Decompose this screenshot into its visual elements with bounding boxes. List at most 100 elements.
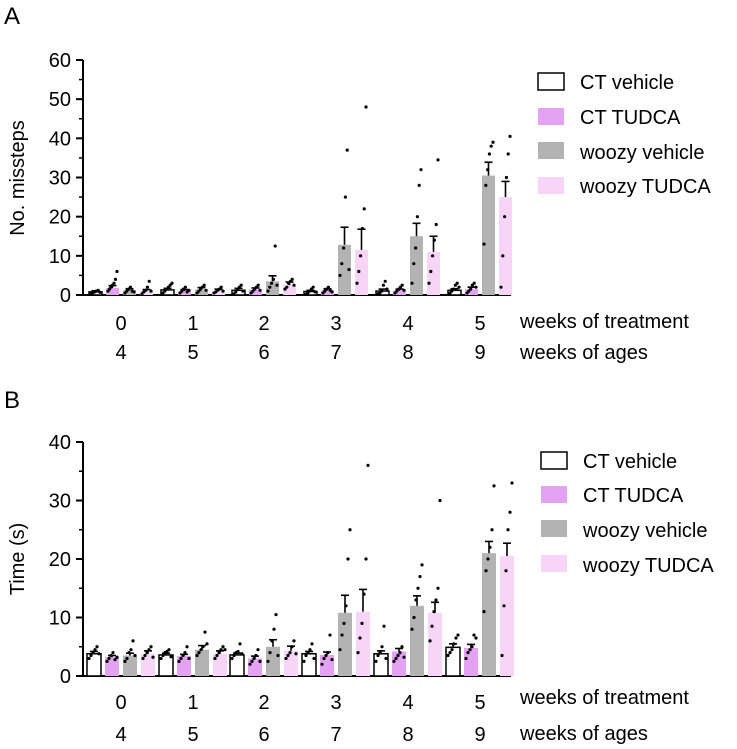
bar-woozy-tudca <box>284 650 298 676</box>
data-point-woozy-tudca <box>290 277 294 281</box>
x-secondary-tick-label: 7 <box>330 724 341 746</box>
data-point-ct-tudca <box>320 662 324 666</box>
data-point-ct-vehicle <box>93 648 97 652</box>
data-point-ct-tudca <box>258 288 262 292</box>
data-point-ct-tudca <box>469 287 473 291</box>
panel-b-label: B <box>4 387 20 414</box>
data-point-ct-vehicle <box>382 624 386 628</box>
y-tick-label: 0 <box>60 666 71 688</box>
legend-label-woozy-tudca: woozy TUDCA <box>579 176 711 198</box>
data-point-woozy-vehicle <box>205 642 209 646</box>
data-point-woozy-tudca <box>290 645 294 649</box>
x-secondary-tick-label: 5 <box>187 342 198 364</box>
data-point-ct-tudca <box>187 288 191 292</box>
x-tick-label: 5 <box>474 692 485 714</box>
bar-woozy-vehicle <box>482 175 495 295</box>
data-point-ct-tudca <box>326 651 330 655</box>
data-point-woozy-vehicle <box>489 144 493 148</box>
x-tick-label: 0 <box>115 313 126 335</box>
bar-woozy-tudca <box>427 251 440 295</box>
x-tick-label: 5 <box>474 313 485 335</box>
data-point-woozy-tudca <box>432 238 436 242</box>
data-point-woozy-vehicle <box>340 262 344 266</box>
data-point-woozy-vehicle <box>410 281 414 285</box>
data-point-woozy-vehicle <box>338 273 342 278</box>
bar-woozy-tudca <box>141 653 155 676</box>
data-point-woozy-vehicle <box>488 545 492 549</box>
data-point-ct-tudca <box>113 277 118 281</box>
data-point-ct-tudca <box>402 655 406 659</box>
data-point-woozy-tudca <box>223 648 227 652</box>
data-point-ct-vehicle <box>454 636 458 640</box>
data-point-woozy-vehicle <box>419 168 423 172</box>
data-point-ct-tudca <box>464 656 468 661</box>
data-point-woozy-tudca <box>144 288 148 292</box>
data-point-woozy-vehicle <box>272 627 276 631</box>
legend-swatch-woozy-vehicle <box>541 520 567 537</box>
data-point-woozy-vehicle <box>195 653 199 658</box>
data-point-ct-vehicle <box>232 653 236 658</box>
data-point-woozy-tudca <box>145 285 149 289</box>
data-point-woozy-vehicle <box>412 262 416 266</box>
data-point-woozy-tudca <box>438 498 442 503</box>
data-point-ct-vehicle <box>306 651 310 655</box>
data-point-woozy-vehicle <box>199 648 203 652</box>
bar-woozy-vehicle <box>123 290 136 295</box>
data-point-woozy-vehicle <box>270 281 274 285</box>
data-point-ct-tudca <box>324 653 328 658</box>
x-secondary-tick-label: 9 <box>474 342 485 364</box>
bar-ct-tudca <box>320 654 334 676</box>
y-tick-label: 30 <box>49 168 71 190</box>
data-point-ct-tudca <box>256 283 260 287</box>
data-point-ct-tudca <box>111 651 115 655</box>
data-point-woozy-vehicle <box>417 183 421 187</box>
panel-a-y-axis-label: No. missteps <box>7 120 29 236</box>
data-point-woozy-vehicle <box>418 574 422 579</box>
data-point-ct-vehicle <box>161 653 165 658</box>
data-point-ct-tudca <box>112 281 116 285</box>
data-point-woozy-tudca <box>430 624 434 628</box>
x-tick-label: 3 <box>330 313 341 335</box>
data-point-woozy-vehicle <box>131 639 135 643</box>
data-point-ct-tudca <box>398 651 402 655</box>
data-point-woozy-vehicle <box>490 528 494 532</box>
data-point-ct-vehicle <box>238 642 242 646</box>
data-point-woozy-tudca <box>284 656 288 661</box>
legend-swatch-woozy-vehicle <box>538 142 564 159</box>
data-point-woozy-vehicle <box>275 283 279 287</box>
data-point-woozy-vehicle <box>338 648 342 652</box>
bar-woozy-vehicle <box>338 244 351 295</box>
data-point-ct-tudca <box>105 659 109 663</box>
data-point-woozy-tudca <box>221 645 225 649</box>
data-point-ct-vehicle <box>240 652 244 656</box>
data-point-woozy-vehicle <box>271 277 275 281</box>
y-tick-label: 40 <box>49 432 71 454</box>
panel-b-x-axis-label: weeks of treatment <box>519 687 689 709</box>
data-point-ct-tudca <box>183 285 187 289</box>
data-point-ct-vehicle <box>159 656 163 661</box>
data-point-woozy-tudca <box>147 279 151 283</box>
data-point-woozy-tudca <box>501 254 505 258</box>
data-point-woozy-vehicle <box>132 290 136 294</box>
data-point-ct-tudca <box>466 651 470 655</box>
data-point-ct-tudca <box>472 281 476 285</box>
data-point-ct-vehicle <box>239 283 243 287</box>
data-point-woozy-tudca <box>428 639 432 643</box>
legend-swatch-woozy-tudca <box>541 555 567 572</box>
data-point-woozy-vehicle <box>482 610 486 614</box>
bar-woozy-tudca <box>428 612 442 676</box>
data-point-ct-tudca <box>470 645 474 649</box>
y-tick-label: 50 <box>49 89 71 111</box>
legend-label-woozy-vehicle: woozy vehicle <box>582 520 708 542</box>
data-point-woozy-vehicle <box>420 563 424 567</box>
data-point-woozy-vehicle <box>268 651 272 655</box>
data-point-woozy-vehicle <box>491 140 495 144</box>
data-point-woozy-vehicle <box>133 653 137 658</box>
data-point-woozy-tudca <box>292 639 296 643</box>
x-secondary-tick-label: 6 <box>258 342 269 364</box>
data-point-ct-vehicle <box>241 289 245 293</box>
data-point-woozy-tudca <box>151 655 155 659</box>
data-point-ct-tudca <box>474 285 478 289</box>
bar-woozy-vehicle <box>195 289 208 295</box>
data-point-woozy-tudca <box>294 652 298 656</box>
